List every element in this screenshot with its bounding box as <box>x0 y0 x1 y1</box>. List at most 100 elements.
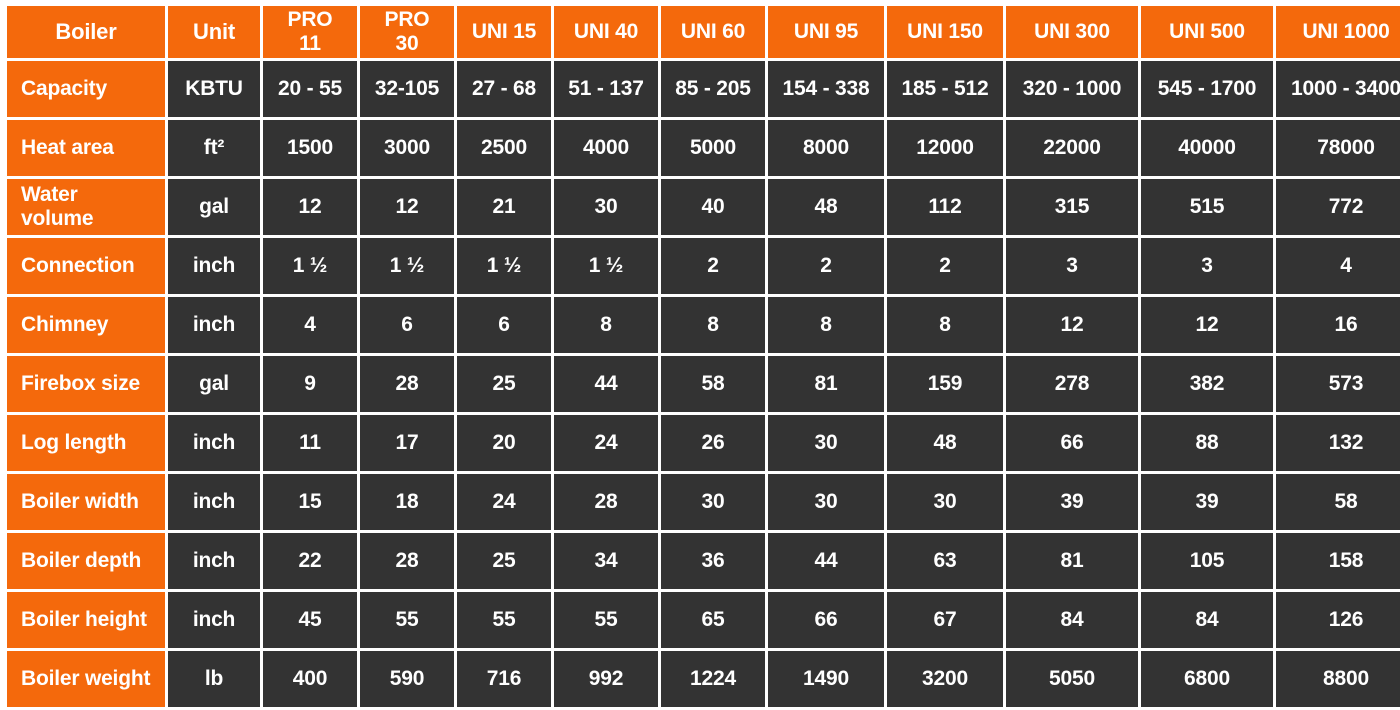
header-model-pro-11: PRO 11 <box>263 6 357 58</box>
data-cell: 22 <box>263 533 357 589</box>
row-label-line1: Firebox size <box>21 372 140 396</box>
row-label-line1: Heat area <box>21 136 114 160</box>
unit-cell: inch <box>168 474 260 530</box>
data-cell: 30 <box>887 474 1003 530</box>
unit-cell: inch <box>168 297 260 353</box>
boiler-spec-table: Boiler Unit PRO 11 PRO 30 UNI 15 UNI 40 … <box>4 3 1400 710</box>
header-model-line1: PRO <box>287 8 333 32</box>
row-label-line1: Boiler weight <box>21 667 151 691</box>
data-cell: 48 <box>768 179 884 235</box>
data-cell: 8000 <box>768 120 884 176</box>
data-cell: 4 <box>263 297 357 353</box>
data-cell: 34 <box>554 533 658 589</box>
data-cell: 1 ½ <box>554 238 658 294</box>
table-row: Firebox size gal 9 28 25 44 58 81 159 278 382 573 <box>7 356 1400 412</box>
data-cell: 55 <box>457 592 551 648</box>
data-cell: 1224 <box>661 651 765 707</box>
data-cell: 30 <box>768 415 884 471</box>
data-cell: 2 <box>661 238 765 294</box>
header-unit-label: Unit <box>193 18 235 44</box>
data-cell: 1000 - 3400 <box>1276 61 1400 117</box>
row-label-connection: Connection <box>7 238 165 294</box>
row-label-heat-area: Heat area <box>7 120 165 176</box>
header-model-line1: UNI 95 <box>793 20 859 44</box>
data-cell: 154 - 338 <box>768 61 884 117</box>
header-model-line1: UNI 300 <box>1034 20 1110 44</box>
unit-cell: ft² <box>168 120 260 176</box>
data-cell: 21 <box>457 179 551 235</box>
unit-cell: inch <box>168 533 260 589</box>
data-cell: 85 - 205 <box>661 61 765 117</box>
data-cell: 590 <box>360 651 454 707</box>
data-cell: 382 <box>1141 356 1273 412</box>
header-model-line1: UNI 1000 <box>1302 20 1390 44</box>
header-model-uni-95: UNI 95 <box>768 6 884 58</box>
data-cell: 28 <box>360 533 454 589</box>
header-model-uni-60: UNI 60 <box>661 6 765 58</box>
unit-cell: gal <box>168 179 260 235</box>
table-row: Heat area ft² 1500 3000 2500 4000 5000 8000 1200… <box>7 120 1400 176</box>
unit-cell: gal <box>168 356 260 412</box>
unit-cell: KBTU <box>168 61 260 117</box>
data-cell: 400 <box>263 651 357 707</box>
data-cell: 78000 <box>1276 120 1400 176</box>
data-cell: 81 <box>1006 533 1138 589</box>
data-cell: 8 <box>554 297 658 353</box>
data-cell: 66 <box>1006 415 1138 471</box>
data-cell: 39 <box>1006 474 1138 530</box>
data-cell: 112 <box>887 179 1003 235</box>
data-cell: 67 <box>887 592 1003 648</box>
table-row: Capacity KBTU 20 - 55 32-105 27 - 68 51 - 137… <box>7 61 1400 117</box>
row-label-firebox-size: Firebox size <box>7 356 165 412</box>
data-cell: 40 <box>661 179 765 235</box>
data-cell: 84 <box>1141 592 1273 648</box>
data-cell: 1500 <box>263 120 357 176</box>
row-label-boiler-height: Boiler height <box>7 592 165 648</box>
data-cell: 1 ½ <box>263 238 357 294</box>
header-model-uni-300: UNI 300 <box>1006 6 1138 58</box>
data-cell: 4000 <box>554 120 658 176</box>
data-cell: 126 <box>1276 592 1400 648</box>
data-cell: 8800 <box>1276 651 1400 707</box>
row-label-line1: Boiler height <box>21 608 147 632</box>
data-cell: 1 ½ <box>360 238 454 294</box>
table-row: Boiler depth inch 22 28 25 34 36 44 63 81 105 158 <box>7 533 1400 589</box>
data-cell: 12000 <box>887 120 1003 176</box>
table-row: Log length inch 11 17 20 24 26 30 48 66 88 132 <box>7 415 1400 471</box>
data-cell: 315 <box>1006 179 1138 235</box>
data-cell: 12 <box>263 179 357 235</box>
header-model-uni-15: UNI 15 <box>457 6 551 58</box>
data-cell: 1490 <box>768 651 884 707</box>
data-cell: 3 <box>1141 238 1273 294</box>
data-cell: 39 <box>1141 474 1273 530</box>
data-cell: 18 <box>360 474 454 530</box>
data-cell: 3000 <box>360 120 454 176</box>
data-cell: 30 <box>661 474 765 530</box>
data-cell: 88 <box>1141 415 1273 471</box>
row-label-line1: Chimney <box>21 313 109 337</box>
row-label-water-volume: Water volume <box>7 179 165 235</box>
data-cell: 66 <box>768 592 884 648</box>
data-cell: 24 <box>554 415 658 471</box>
row-label-line1: Water <box>21 183 78 207</box>
data-cell: 545 - 1700 <box>1141 61 1273 117</box>
data-cell: 24 <box>457 474 551 530</box>
data-cell: 25 <box>457 533 551 589</box>
data-cell: 2 <box>887 238 1003 294</box>
data-cell: 51 - 137 <box>554 61 658 117</box>
row-label-line1: Connection <box>21 254 135 278</box>
table-header: Boiler Unit PRO 11 PRO 30 UNI 15 UNI 40 … <box>7 6 1400 58</box>
data-cell: 32-105 <box>360 61 454 117</box>
data-cell: 55 <box>360 592 454 648</box>
data-cell: 58 <box>1276 474 1400 530</box>
header-model-line1: UNI 60 <box>680 20 746 44</box>
header-model-uni-40: UNI 40 <box>554 6 658 58</box>
unit-cell: inch <box>168 238 260 294</box>
header-row: Boiler Unit PRO 11 PRO 30 UNI 15 UNI 40 … <box>7 6 1400 58</box>
data-cell: 28 <box>554 474 658 530</box>
unit-cell: inch <box>168 592 260 648</box>
table-body: Capacity KBTU 20 - 55 32-105 27 - 68 51 - 137… <box>7 61 1400 707</box>
unit-cell: inch <box>168 415 260 471</box>
data-cell: 12 <box>1006 297 1138 353</box>
data-cell: 55 <box>554 592 658 648</box>
